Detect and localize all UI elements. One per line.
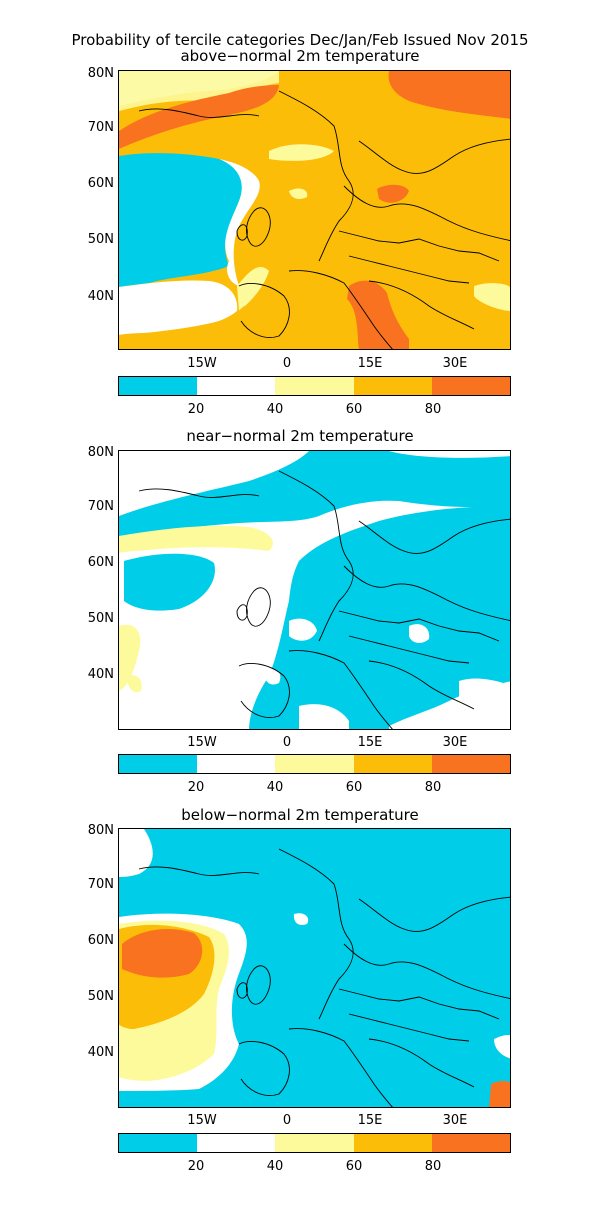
panel-title: below−normal 2m temperature bbox=[181, 806, 419, 824]
colorbar-label-80: 80 bbox=[424, 402, 442, 417]
lat-label-50n: 50N bbox=[87, 232, 114, 247]
lat-label-80n: 80N bbox=[87, 823, 114, 838]
colorbar-bin-0-20 bbox=[119, 1134, 198, 1152]
colorbar-bin-0-20 bbox=[119, 755, 198, 773]
lon-label-0: 0 bbox=[282, 356, 292, 371]
map-near-normal bbox=[118, 450, 511, 730]
lon-label-0: 0 bbox=[282, 1113, 292, 1128]
colorbar-bin-20-40 bbox=[197, 377, 276, 395]
colorbar-bin-60-80 bbox=[353, 755, 432, 773]
colorbar-label-20: 20 bbox=[187, 780, 205, 795]
colorbar-label-40: 40 bbox=[266, 780, 284, 795]
colorbar bbox=[118, 1133, 511, 1153]
map-below-normal bbox=[118, 828, 511, 1108]
colorbar-bin-80-100 bbox=[431, 1134, 511, 1152]
colorbar-label-20: 20 bbox=[187, 402, 205, 417]
colorbar-label-20: 20 bbox=[187, 1159, 205, 1174]
colorbar-label-80: 80 bbox=[424, 780, 442, 795]
colorbar-bin-20-40 bbox=[197, 1134, 276, 1152]
colorbar-bin-40-60 bbox=[275, 755, 354, 773]
colorbar-bin-80-100 bbox=[431, 377, 511, 395]
lon-label-0: 0 bbox=[282, 735, 292, 750]
lon-label-15e: 15E bbox=[357, 735, 383, 750]
colorbar-bin-60-80 bbox=[353, 377, 432, 395]
lat-label-70n: 70N bbox=[87, 120, 114, 135]
lon-label-15w: 15W bbox=[187, 1113, 217, 1128]
colorbar bbox=[118, 754, 511, 774]
lat-label-70n: 70N bbox=[87, 877, 114, 892]
figure-title: Probability of tercile categories Dec/Ja… bbox=[71, 31, 529, 49]
lat-label-40n: 40N bbox=[87, 289, 114, 304]
panel-title: above−normal 2m temperature bbox=[180, 47, 420, 65]
panel-title: near−normal 2m temperature bbox=[186, 427, 414, 445]
lat-label-60n: 60N bbox=[87, 933, 114, 948]
colorbar-label-60: 60 bbox=[345, 402, 363, 417]
colorbar-bin-40-60 bbox=[275, 1134, 354, 1152]
colorbar-bin-80-100 bbox=[431, 755, 511, 773]
colorbar-label-60: 60 bbox=[345, 1159, 363, 1174]
lon-label-30e: 30E bbox=[442, 1113, 468, 1128]
colorbar-label-40: 40 bbox=[266, 1159, 284, 1174]
colorbar-label-40: 40 bbox=[266, 402, 284, 417]
lat-label-70n: 70N bbox=[87, 499, 114, 514]
colorbar-label-80: 80 bbox=[424, 1159, 442, 1174]
colorbar-label-60: 60 bbox=[345, 780, 363, 795]
map-above-normal bbox=[118, 70, 511, 350]
colorbar-bin-0-20 bbox=[119, 377, 198, 395]
lat-label-50n: 50N bbox=[87, 611, 114, 626]
lon-label-15w: 15W bbox=[187, 356, 217, 371]
lat-label-40n: 40N bbox=[87, 1045, 114, 1060]
lon-label-30e: 30E bbox=[442, 356, 468, 371]
lat-label-80n: 80N bbox=[87, 66, 114, 81]
lat-label-80n: 80N bbox=[87, 445, 114, 460]
colorbar-bin-20-40 bbox=[197, 755, 276, 773]
lon-label-15e: 15E bbox=[357, 1113, 383, 1128]
lat-label-60n: 60N bbox=[87, 555, 114, 570]
lat-label-40n: 40N bbox=[87, 667, 114, 682]
lon-label-15e: 15E bbox=[357, 356, 383, 371]
lat-label-60n: 60N bbox=[87, 176, 114, 191]
colorbar bbox=[118, 376, 511, 396]
lon-label-15w: 15W bbox=[187, 735, 217, 750]
colorbar-bin-40-60 bbox=[275, 377, 354, 395]
colorbar-bin-60-80 bbox=[353, 1134, 432, 1152]
lat-label-50n: 50N bbox=[87, 989, 114, 1004]
lon-label-30e: 30E bbox=[442, 735, 468, 750]
